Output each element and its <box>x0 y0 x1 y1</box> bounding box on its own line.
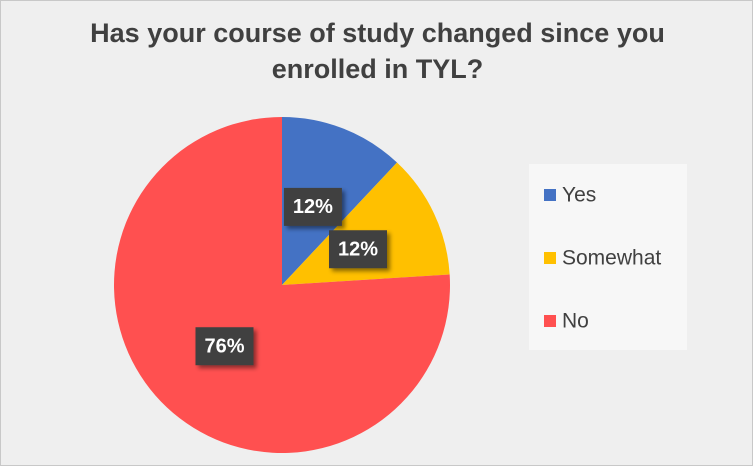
legend-swatch <box>544 189 556 201</box>
legend-label: Yes <box>562 184 596 207</box>
legend-label: Somewhat <box>562 247 661 270</box>
data-label-box <box>329 230 388 269</box>
data-label: 76% <box>204 336 244 358</box>
data-label: 12% <box>338 239 378 261</box>
data-label-box <box>195 327 254 366</box>
pie-slice <box>282 162 450 285</box>
data-label: 12% <box>293 196 333 218</box>
legend-swatch <box>544 252 556 264</box>
legend-label: No <box>562 310 589 333</box>
pie-slice <box>113 117 451 453</box>
chart-title: Has your course of study changed since y… <box>90 18 665 84</box>
legend-swatch <box>544 315 556 327</box>
data-label-box <box>283 187 342 226</box>
